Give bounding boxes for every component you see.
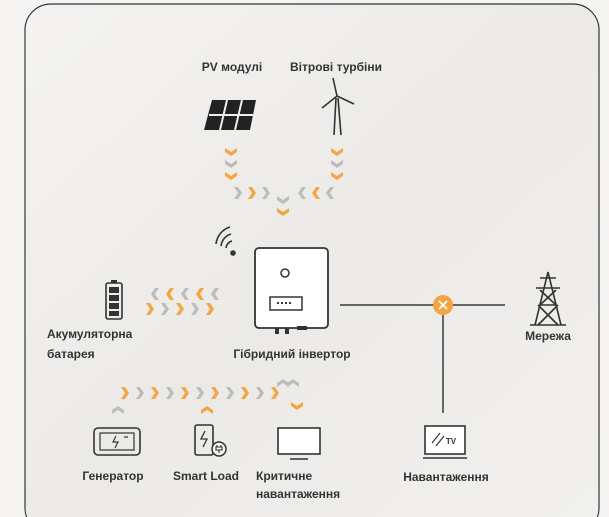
load-label: Навантаження — [403, 470, 489, 484]
battery-label: батарея — [47, 347, 95, 361]
monitor-icon — [278, 428, 320, 459]
generator-label: Генератор — [82, 469, 143, 483]
smart-load-label: Smart Load — [173, 469, 239, 483]
critical-load-label: навантаження — [256, 487, 340, 501]
inverter-label: Гібридний інвертор — [233, 347, 350, 361]
tv-text: TV — [446, 437, 457, 446]
diagram: PV модулі Вітрові турбіни Гібридний інве… — [0, 0, 609, 517]
grid-label: Мережа — [525, 329, 571, 343]
wind-label: Вітрові турбіни — [290, 60, 382, 74]
solar-panel-icon — [204, 100, 256, 130]
switch-icon — [433, 295, 453, 315]
inverter-icon — [255, 248, 328, 334]
critical-load-label: Критичне — [256, 469, 313, 483]
battery-label: Акумуляторна — [47, 327, 133, 341]
pv-label: PV модулі — [202, 60, 262, 74]
